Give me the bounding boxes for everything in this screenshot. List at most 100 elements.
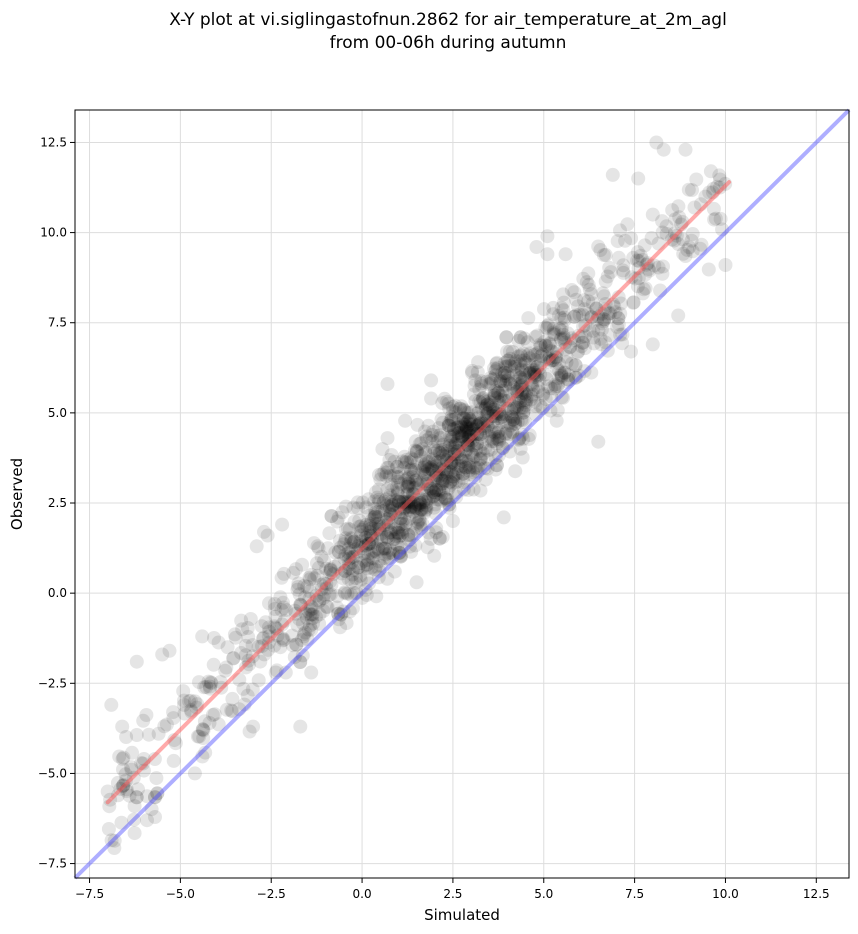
scatter-point [432, 483, 447, 498]
scatter-point [523, 376, 538, 391]
scatter-point [310, 539, 325, 554]
scatter-point [443, 474, 458, 489]
scatter-point [391, 519, 406, 534]
scatter-point [553, 332, 568, 347]
scatter-point [375, 541, 390, 556]
scatter-point [489, 436, 504, 451]
scatter-point [540, 318, 555, 333]
scatter-point [438, 474, 453, 489]
scatter-point [468, 373, 483, 388]
scatter-point [488, 368, 503, 383]
scatter-point [375, 541, 390, 555]
scatter-point [694, 237, 709, 252]
x-tick-label: −7.5 [75, 887, 104, 901]
scatter-point [556, 295, 571, 310]
scatter-point [440, 492, 455, 507]
scatter-point [448, 467, 463, 482]
scatter-point [461, 483, 476, 497]
scatter-point [394, 540, 409, 555]
scatter-point [393, 549, 408, 564]
scatter-point [480, 452, 495, 467]
scatter-point [527, 394, 542, 409]
scatter-point [489, 362, 504, 377]
scatter-point [513, 347, 528, 362]
scatter-point [443, 432, 458, 447]
scatter-point [365, 544, 380, 559]
scatter-point [503, 376, 518, 391]
scatter-point [518, 398, 533, 413]
scatter-point [111, 788, 125, 803]
scatter-point [475, 391, 490, 406]
scatter-point [338, 522, 353, 537]
scatter-point [409, 473, 424, 488]
scatter-point [426, 473, 441, 488]
scatter-point [685, 244, 700, 259]
scatter-point [368, 562, 383, 577]
scatter-point [441, 418, 456, 433]
scatter-point [361, 547, 375, 562]
scatter-point [177, 706, 192, 721]
scatter-point [416, 495, 431, 510]
scatter-point [490, 391, 505, 406]
scatter-point [197, 714, 212, 729]
scatter-point [542, 336, 557, 351]
scatter-point [436, 485, 451, 499]
scatter-point [388, 493, 403, 508]
scatter-point [289, 637, 304, 652]
y-axis-label: Observed [8, 458, 26, 530]
scatter-point [267, 597, 282, 611]
scatter-point [448, 475, 463, 490]
scatter-point [490, 432, 505, 447]
scatter-point [509, 400, 524, 415]
scatter-point [107, 833, 122, 848]
scatter-point [435, 473, 449, 488]
scatter-point [428, 497, 443, 512]
scatter-point [487, 361, 501, 376]
scatter-point [534, 338, 548, 353]
scatter-point [148, 790, 162, 805]
scatter-point [203, 675, 218, 690]
scatter-point [503, 351, 518, 366]
scatter-point [394, 476, 408, 491]
scatter-point [445, 440, 460, 455]
scatter-point [401, 528, 416, 543]
scatter-point [446, 469, 461, 484]
scatter-point [369, 516, 384, 531]
scatter-point [129, 654, 144, 669]
scatter-point [383, 525, 398, 540]
scatter-point [409, 575, 424, 590]
scatter-point [310, 568, 325, 583]
scatter-point [362, 518, 377, 533]
scatter-point [437, 462, 452, 477]
scatter-point [541, 317, 556, 332]
scatter-point [446, 422, 461, 437]
scatter-point [354, 528, 369, 543]
scatter-point [678, 142, 693, 157]
scatter-point [342, 604, 357, 619]
scatter-point [426, 446, 441, 461]
scatter-point [718, 258, 733, 272]
scatter-point [496, 510, 511, 525]
scatter-point [503, 344, 517, 359]
scatter-point [456, 466, 471, 481]
scatter-point [450, 426, 465, 441]
scatter-point [441, 416, 456, 431]
scatter-point [392, 546, 407, 560]
scatter-point [521, 431, 536, 446]
scatter-point [402, 511, 417, 526]
scatter-point [324, 509, 339, 524]
scatter-point [417, 505, 432, 520]
scatter-point [474, 451, 488, 466]
scatter-point [499, 373, 514, 388]
scatter-point [480, 405, 495, 420]
scatter-point [242, 657, 257, 672]
scatter-point [424, 373, 439, 388]
scatter-point [291, 580, 306, 594]
scatter-point [226, 651, 241, 666]
scatter-point [345, 567, 360, 582]
scatter-point [487, 388, 502, 403]
scatter-point [285, 638, 300, 653]
scatter-point [655, 225, 670, 240]
scatter-point [403, 463, 418, 478]
scatter-point [390, 537, 405, 552]
